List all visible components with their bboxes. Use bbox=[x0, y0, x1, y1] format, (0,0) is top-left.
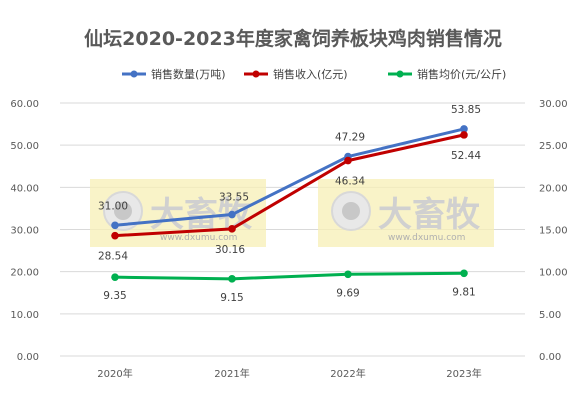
data-point bbox=[460, 125, 468, 133]
data-point bbox=[228, 225, 236, 233]
series-layer bbox=[111, 125, 468, 283]
y-right-tick-label: 20.00 bbox=[539, 183, 568, 194]
data-point bbox=[111, 273, 119, 281]
data-label: 9.69 bbox=[336, 287, 359, 299]
data-labels: 31.00 33.55 47.29 53.85 28.54 30.16 46.34 52.44… bbox=[98, 104, 481, 304]
series-line bbox=[114, 127, 465, 227]
x-tick-label: 2021年 bbox=[214, 367, 249, 380]
watermark-left: 大畜牧 www.dxumu.com bbox=[90, 179, 266, 247]
data-label: 9.15 bbox=[220, 292, 243, 304]
data-label: 47.29 bbox=[335, 132, 365, 144]
series-line bbox=[114, 271, 465, 281]
x-tick-label: 2023年 bbox=[446, 367, 481, 380]
y-left-tick-label: 20.00 bbox=[10, 268, 39, 279]
data-label: 52.44 bbox=[451, 150, 481, 162]
data-label: 30.16 bbox=[215, 244, 245, 256]
y-left-tick-label: 30.00 bbox=[10, 226, 39, 237]
chart-title: 仙坛2020-2023年度家禽饲养板块鸡肉销售情况 bbox=[84, 27, 502, 50]
data-label: 31.00 bbox=[98, 200, 128, 212]
watermark-right: 大畜牧 www.dxumu.com bbox=[318, 179, 494, 247]
data-point bbox=[344, 270, 352, 279]
watermark-url: www.dxumu.com bbox=[388, 233, 465, 243]
y-right-tick-label: 25.00 bbox=[539, 141, 568, 152]
watermark-url: www.dxumu.com bbox=[160, 233, 237, 243]
y-right-tick-label: 15.00 bbox=[539, 226, 568, 237]
legend: 销售数量(万吨) 销售收入(亿元) 销售均价(元/公斤) bbox=[122, 67, 506, 81]
watermark-brand: 大畜牧 bbox=[378, 195, 481, 235]
y-right-tick-label: 5.00 bbox=[539, 310, 561, 321]
y-right-tick-label: 10.00 bbox=[539, 268, 568, 279]
legend-marker bbox=[252, 70, 260, 78]
data-label: 33.55 bbox=[219, 192, 249, 204]
data-point bbox=[460, 269, 468, 278]
data-label: 9.35 bbox=[103, 290, 126, 302]
series-line bbox=[114, 133, 465, 238]
legend-marker bbox=[130, 70, 138, 78]
y-left-tick-label: 60.00 bbox=[10, 99, 39, 110]
data-label: 53.85 bbox=[451, 104, 481, 116]
data-point bbox=[228, 275, 236, 283]
data-label: 28.54 bbox=[98, 251, 128, 263]
data-point bbox=[460, 131, 468, 139]
legend-label: 销售收入(亿元) bbox=[273, 67, 348, 81]
data-point bbox=[111, 231, 119, 240]
legend-marker bbox=[396, 70, 404, 78]
data-label: 46.34 bbox=[335, 176, 365, 188]
data-point bbox=[344, 156, 352, 165]
y-left-tick-label: 50.00 bbox=[10, 141, 39, 152]
legend-label: 销售数量(万吨) bbox=[151, 67, 226, 81]
watermark-brand: 大畜牧 bbox=[150, 195, 253, 235]
data-label: 9.81 bbox=[452, 286, 475, 298]
x-tick-label: 2022年 bbox=[330, 367, 365, 380]
y-right-tick-label: 0.00 bbox=[539, 352, 561, 363]
x-tick-label: 2020年 bbox=[97, 367, 132, 380]
data-point bbox=[111, 221, 119, 230]
y-right-tick-label: 30.00 bbox=[539, 99, 568, 110]
grid: 0.00 0.00 10.00 5.00 20.00 10.00 30.00 15.00 40.… bbox=[10, 99, 567, 380]
legend-label: 销售均价(元/公斤) bbox=[417, 67, 506, 81]
data-point bbox=[228, 210, 236, 219]
y-left-tick-label: 0.00 bbox=[17, 352, 39, 363]
y-left-tick-label: 40.00 bbox=[10, 183, 39, 194]
y-left-tick-label: 10.00 bbox=[10, 310, 39, 321]
